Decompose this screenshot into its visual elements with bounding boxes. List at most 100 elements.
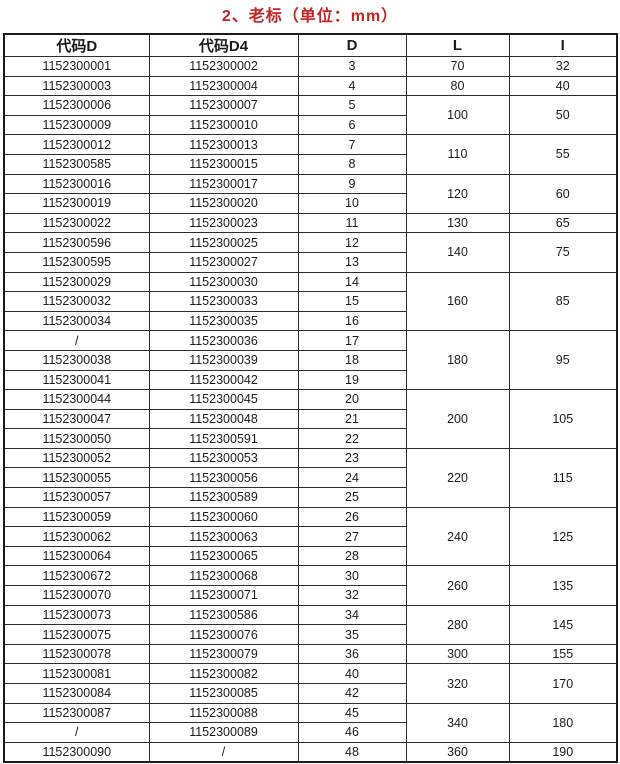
column-header-code-d4: 代码D4 xyxy=(148,33,299,57)
cell-l: 130 xyxy=(405,212,510,234)
cell-code-d: 1152300070 xyxy=(3,585,150,606)
cell-d: 17 xyxy=(297,330,407,351)
cell-i: 145 xyxy=(508,604,618,645)
table-row: 1152300070 1152300071 32 xyxy=(3,585,617,606)
cell-code-d: 1152300055 xyxy=(3,467,150,489)
cell-code-d: 1152300001 xyxy=(3,56,150,77)
cell-code-d4: 1152300023 xyxy=(148,212,299,234)
cell-code-d4: 1152300002 xyxy=(148,56,299,77)
table-row: 1152300050 1152300591 22 xyxy=(3,428,617,449)
cell-code-d4: 1152300053 xyxy=(148,447,299,469)
table-row: 1152300672 1152300068 30 260 135 xyxy=(3,565,618,606)
cell-l: 220 xyxy=(405,447,510,508)
cell-code-d4: 1152300076 xyxy=(148,624,299,645)
cell-code-d: 1152300029 xyxy=(3,271,150,293)
cell-d: 42 xyxy=(297,683,407,704)
cell-code-d: 1152300047 xyxy=(3,408,150,430)
cell-code-d: 1152300585 xyxy=(3,153,150,175)
cell-code-d: 1152300059 xyxy=(3,506,150,528)
table-row: 1152300055 1152300056 24 xyxy=(3,467,617,489)
table-row: 1152300064 1152300065 28 xyxy=(3,545,617,567)
cell-l: 180 xyxy=(405,330,510,391)
cell-d: 18 xyxy=(297,349,407,371)
cell-code-d: 1152300052 xyxy=(3,447,150,469)
cell-d: 30 xyxy=(297,565,407,587)
cell-code-d: 1152300016 xyxy=(3,173,150,195)
cell-i: 75 xyxy=(508,232,618,273)
cell-code-d4: 1152300065 xyxy=(148,545,299,567)
cell-code-d4: / xyxy=(148,741,299,763)
header-row: 代码D 代码D4 D L I xyxy=(3,33,618,57)
cell-code-d4: 1152300004 xyxy=(148,75,299,97)
cell-d: 35 xyxy=(297,624,407,645)
cell-d: 34 xyxy=(297,604,407,626)
cell-d: 10 xyxy=(297,193,407,214)
cell-code-d4: 1152300015 xyxy=(148,153,299,175)
cell-code-d: 1152300006 xyxy=(3,95,150,116)
cell-code-d4: 1152300030 xyxy=(148,271,299,293)
cell-l: 100 xyxy=(405,95,510,136)
cell-code-d: 1152300003 xyxy=(3,75,150,97)
table-row: 1152300059 1152300060 26 240 125 xyxy=(3,506,618,567)
cell-code-d: 1152300078 xyxy=(3,643,150,665)
cell-d: 9 xyxy=(297,173,407,195)
table-row: 1152300012 1152300013 7 110 55 xyxy=(3,134,618,175)
cell-l: 80 xyxy=(405,75,510,97)
cell-code-d4: 1152300089 xyxy=(148,722,299,743)
cell-code-d: 1152300595 xyxy=(3,251,150,273)
cell-i: 60 xyxy=(508,173,618,214)
cell-i: 190 xyxy=(508,741,618,763)
cell-code-d4: 1152300071 xyxy=(148,585,299,606)
table-row: 1152300090/48 360 190 xyxy=(3,741,618,763)
cell-l: 70 xyxy=(405,56,510,77)
cell-code-d: 1152300019 xyxy=(3,193,150,214)
cell-code-d4: 1152300035 xyxy=(148,310,299,332)
cell-code-d: 1152300596 xyxy=(3,232,150,253)
cell-d: 27 xyxy=(297,526,407,547)
cell-i: 65 xyxy=(508,212,618,234)
table-row: 1152300078 1152300079 36 300 155 xyxy=(3,643,618,665)
cell-i: 170 xyxy=(508,663,618,704)
cell-code-d: 1152300062 xyxy=(3,526,150,547)
cell-d: 19 xyxy=(297,369,407,391)
cell-i: 135 xyxy=(508,565,618,606)
column-header-d: D xyxy=(297,33,407,57)
cell-code-d4: 1152300025 xyxy=(148,232,299,253)
table-row: 1152300029 1152300030 14 160 85 xyxy=(3,271,618,332)
cell-d: 12 xyxy=(297,232,407,253)
table-row: 1152300006 1152300007 5 100 50 xyxy=(3,95,618,136)
cell-l: 110 xyxy=(405,134,510,175)
cell-d: 8 xyxy=(297,153,407,175)
cell-d: 5 xyxy=(297,95,407,116)
cell-code-d: / xyxy=(3,722,150,743)
cell-code-d4: 1152300045 xyxy=(148,389,299,410)
table-row: 1152300032 1152300033 15 xyxy=(3,291,617,312)
cell-code-d: 1152300009 xyxy=(3,114,150,136)
cell-d: 32 xyxy=(297,585,407,606)
cell-code-d4: 1152300048 xyxy=(148,408,299,430)
column-header-i: I xyxy=(508,33,618,57)
table-row: 1152300001 1152300002 3 70 32 xyxy=(3,56,618,77)
cell-code-d4: 1152300079 xyxy=(148,643,299,665)
cell-code-d: 1152300081 xyxy=(3,663,150,684)
cell-code-d4: 1152300056 xyxy=(148,467,299,489)
column-header-code-d: 代码D xyxy=(3,33,150,57)
cell-d: 21 xyxy=(297,408,407,430)
cell-d: 20 xyxy=(297,389,407,410)
cell-l: 240 xyxy=(405,506,510,567)
cell-l: 200 xyxy=(405,389,510,449)
cell-d: 7 xyxy=(297,134,407,155)
cell-l: 280 xyxy=(405,604,510,645)
cell-i: 95 xyxy=(508,330,618,391)
cell-i: 180 xyxy=(508,702,618,743)
cell-code-d4: 1152300013 xyxy=(148,134,299,155)
cell-l: 300 xyxy=(405,643,510,665)
page-title: 2、老标（单位：mm） xyxy=(221,8,399,25)
cell-code-d4: 1152300017 xyxy=(148,173,299,195)
table-row: 1152300022 1152300023 11 130 65 xyxy=(3,212,618,234)
table-row: 1152300596 1152300025 12 140 75 xyxy=(3,232,618,273)
cell-code-d: 1152300034 xyxy=(3,310,150,332)
cell-code-d4: 1152300010 xyxy=(148,114,299,136)
cell-code-d4: 1152300036 xyxy=(148,330,299,351)
cell-d: 25 xyxy=(297,487,407,508)
